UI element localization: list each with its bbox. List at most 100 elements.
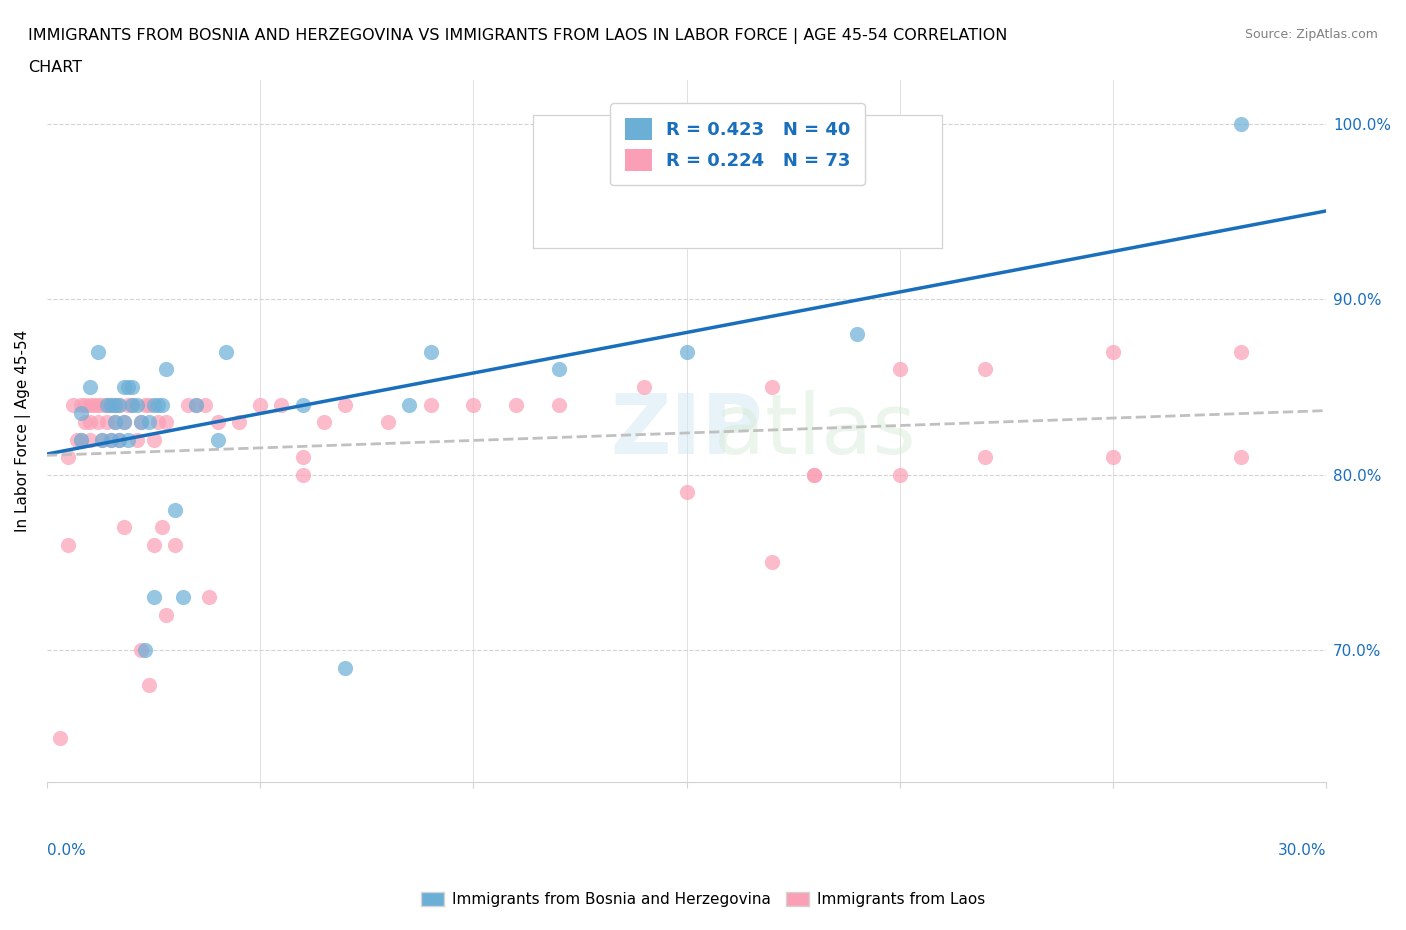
- Point: [104, 415, 127, 430]
- Point: [974, 362, 997, 377]
- Point: [547, 397, 569, 412]
- Point: [974, 450, 997, 465]
- Point: [150, 520, 173, 535]
- Point: [163, 502, 186, 517]
- Point: [215, 344, 238, 359]
- Point: [207, 415, 229, 430]
- Point: [194, 397, 217, 412]
- Point: [761, 555, 783, 570]
- Point: [100, 397, 122, 412]
- Point: [70, 405, 93, 420]
- Point: [104, 397, 127, 412]
- Point: [291, 397, 314, 412]
- Point: [91, 397, 114, 412]
- Point: [803, 467, 825, 482]
- Point: [117, 432, 139, 447]
- Point: [155, 607, 177, 622]
- Text: CHART: CHART: [28, 60, 82, 75]
- Point: [108, 397, 131, 412]
- Point: [66, 432, 89, 447]
- Point: [121, 397, 143, 412]
- Point: [1102, 344, 1125, 359]
- Point: [889, 467, 911, 482]
- Point: [96, 397, 118, 412]
- Point: [1229, 450, 1251, 465]
- Point: [134, 643, 156, 658]
- Point: [58, 538, 80, 552]
- Text: Source: ZipAtlas.com: Source: ZipAtlas.com: [1244, 28, 1378, 41]
- Point: [79, 397, 101, 412]
- Point: [398, 397, 420, 412]
- Point: [291, 467, 314, 482]
- Point: [129, 415, 152, 430]
- Point: [70, 432, 93, 447]
- Point: [207, 432, 229, 447]
- Point: [146, 397, 169, 412]
- Point: [142, 397, 165, 412]
- Point: [1229, 116, 1251, 131]
- Point: [117, 397, 139, 412]
- Point: [249, 397, 271, 412]
- Point: [112, 379, 135, 394]
- Point: [846, 327, 869, 342]
- Point: [129, 415, 152, 430]
- Point: [633, 379, 655, 394]
- Point: [419, 344, 441, 359]
- Point: [134, 397, 156, 412]
- Point: [75, 415, 97, 430]
- Point: [117, 379, 139, 394]
- Point: [146, 415, 169, 430]
- Point: [547, 362, 569, 377]
- Point: [675, 344, 697, 359]
- Point: [155, 362, 177, 377]
- Point: [70, 432, 93, 447]
- Point: [505, 397, 527, 412]
- Point: [100, 432, 122, 447]
- Y-axis label: In Labor Force | Age 45-54: In Labor Force | Age 45-54: [15, 330, 31, 532]
- Point: [100, 397, 122, 412]
- Point: [335, 660, 357, 675]
- Point: [270, 397, 292, 412]
- Point: [176, 397, 198, 412]
- Point: [112, 415, 135, 430]
- Point: [112, 415, 135, 430]
- Point: [96, 415, 118, 430]
- Point: [79, 415, 101, 430]
- Point: [104, 415, 127, 430]
- Legend: Immigrants from Bosnia and Herzegovina, Immigrants from Laos: Immigrants from Bosnia and Herzegovina, …: [415, 885, 991, 913]
- Point: [377, 415, 399, 430]
- Point: [291, 450, 314, 465]
- Point: [186, 397, 208, 412]
- Point: [125, 432, 148, 447]
- Point: [87, 344, 110, 359]
- Text: 0.0%: 0.0%: [46, 843, 86, 857]
- Point: [138, 678, 160, 693]
- Point: [675, 485, 697, 499]
- Point: [163, 538, 186, 552]
- Point: [83, 397, 105, 412]
- Point: [112, 520, 135, 535]
- Text: ZIP: ZIP: [610, 391, 763, 472]
- Point: [121, 379, 143, 394]
- Point: [889, 362, 911, 377]
- Point: [142, 538, 165, 552]
- Point: [1102, 450, 1125, 465]
- Point: [142, 590, 165, 604]
- Point: [79, 379, 101, 394]
- Point: [228, 415, 250, 430]
- Point: [87, 397, 110, 412]
- Point: [186, 397, 208, 412]
- Point: [419, 397, 441, 412]
- Point: [70, 397, 93, 412]
- Point: [129, 643, 152, 658]
- Point: [62, 397, 84, 412]
- Point: [138, 397, 160, 412]
- Point: [91, 432, 114, 447]
- Point: [58, 450, 80, 465]
- Text: atlas: atlas: [714, 391, 915, 472]
- Point: [79, 432, 101, 447]
- Point: [172, 590, 194, 604]
- Point: [463, 397, 485, 412]
- Point: [142, 432, 165, 447]
- Point: [155, 415, 177, 430]
